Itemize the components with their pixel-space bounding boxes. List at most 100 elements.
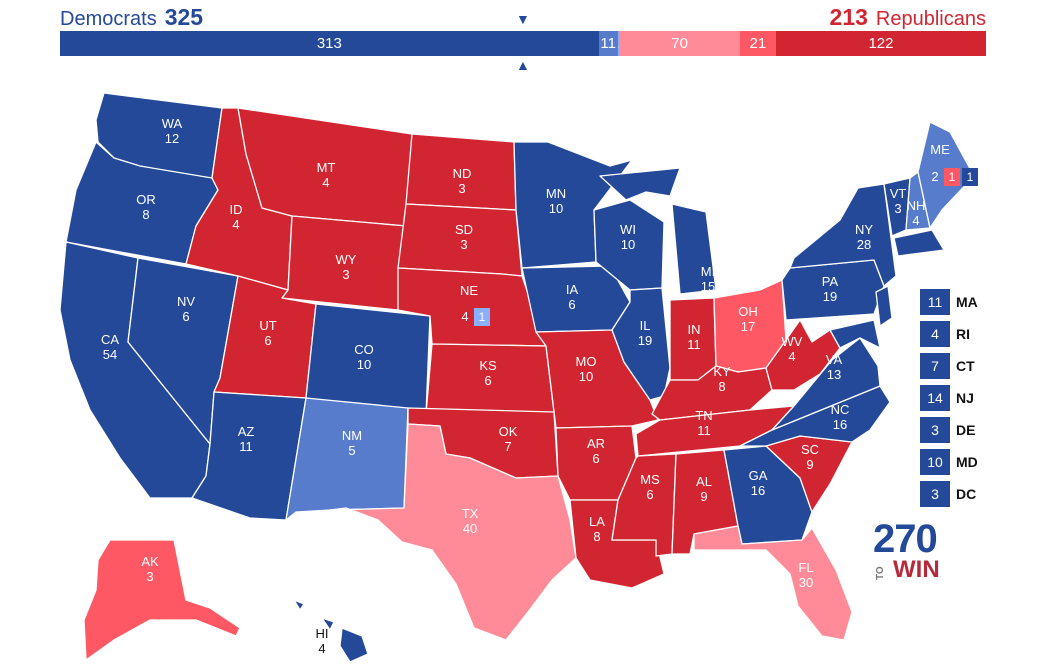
state-label-ne: NE	[460, 283, 478, 298]
state-votes: 9	[806, 457, 813, 472]
state-wy[interactable]	[281, 215, 407, 311]
state-label-ms: MS 6	[640, 472, 660, 502]
state-va[interactable]	[771, 337, 881, 431]
state-abbr: MT	[317, 160, 336, 175]
republicans-label: 213 Republicans	[830, 3, 986, 33]
bar-segment: 122	[775, 31, 986, 56]
state-ny[interactable]	[789, 183, 897, 287]
state-votes: 3	[146, 569, 153, 584]
state-votes: 10	[579, 369, 593, 384]
state-abbr: OH	[738, 304, 758, 319]
democrats-total: 325	[164, 4, 204, 30]
state-abbr: OK	[499, 424, 518, 439]
state-abbr: NV	[177, 294, 195, 309]
small-state-ma[interactable]: 11 MA	[920, 289, 978, 315]
state-label-tx: TX 40	[462, 506, 479, 536]
logo-win: WIN	[893, 556, 940, 583]
democrats-label: Democrats 325	[60, 3, 203, 33]
state-votes: 4	[322, 175, 329, 190]
ne-statewide-votes[interactable]: 4	[461, 309, 469, 324]
state-label-tn: TN 11	[695, 408, 712, 438]
democrats-name: Democrats	[60, 8, 157, 30]
me-cd1-votes[interactable]: 1	[962, 168, 978, 186]
small-state-votes: 3	[920, 417, 950, 443]
state-votes: 19	[638, 333, 652, 348]
state-votes: 12	[165, 131, 179, 146]
state-label-hi: HI 4	[316, 626, 329, 656]
state-label-ks: KS 6	[479, 358, 497, 388]
state-abbr: NC	[831, 402, 850, 417]
state-mi[interactable]	[599, 167, 717, 295]
state-label-nm: NM 5	[342, 428, 362, 458]
ne-cd2-votes[interactable]: 1	[474, 308, 490, 326]
state-nm[interactable]	[285, 397, 409, 521]
small-state-votes: 11	[920, 289, 950, 315]
state-il[interactable]	[611, 287, 671, 401]
state-abbr: LA	[589, 514, 605, 529]
small-state-ct[interactable]: 7 CT	[920, 353, 978, 379]
state-tx[interactable]	[329, 423, 577, 641]
small-state-md[interactable]: 10 MD	[920, 449, 978, 475]
state-abbr: CO	[354, 342, 374, 357]
small-state-de[interactable]: 3 DE	[920, 417, 978, 443]
state-votes: 7	[504, 439, 511, 454]
state-hi[interactable]	[293, 599, 369, 663]
state-votes: 6	[264, 333, 271, 348]
majority-marker-bottom: ▲	[516, 57, 530, 73]
state-abbr: OR	[136, 192, 156, 207]
state-votes: 5	[348, 443, 355, 458]
state-votes: 16	[833, 417, 847, 432]
small-state-ri[interactable]: 4 RI	[920, 321, 978, 347]
state-label-ca: CA 54	[101, 332, 119, 362]
state-abbr: KY	[713, 364, 731, 379]
logo-number: 270	[873, 517, 938, 561]
small-state-nj[interactable]: 14 NJ	[920, 385, 978, 411]
state-md-shape[interactable]	[829, 319, 881, 349]
state-label-nc: NC 16	[831, 402, 850, 432]
state-votes: 8	[142, 207, 149, 222]
state-label-pa: PA 19	[822, 274, 839, 304]
state-abbr: KS	[479, 358, 497, 373]
state-label-sd: SD 3	[455, 222, 473, 252]
state-nc[interactable]	[739, 385, 891, 447]
state-abbr: MO	[576, 354, 597, 369]
state-votes: 28	[857, 237, 871, 252]
republicans-name: Republicans	[875, 8, 986, 30]
state-label-ar: AR 6	[587, 436, 605, 466]
bar-segment: 70	[619, 31, 740, 56]
state-votes: 3	[894, 201, 901, 216]
small-state-abbr: MD	[956, 454, 978, 470]
state-votes: 6	[568, 297, 575, 312]
me-statewide-votes[interactable]: 2	[931, 169, 939, 184]
state-nj-shape[interactable]	[875, 285, 893, 327]
state-label-la: LA 8	[589, 514, 605, 544]
state-label-nd: ND 3	[453, 166, 472, 196]
state-votes: 3	[342, 267, 349, 282]
me-cd2-votes[interactable]: 1	[944, 168, 960, 186]
small-state-abbr: MA	[956, 294, 978, 310]
state-label-in: IN 11	[687, 322, 701, 352]
state-fl[interactable]	[693, 525, 853, 641]
state-votes: 15	[701, 279, 715, 294]
bar-segment: 21	[739, 31, 776, 56]
state-votes: 4	[912, 213, 919, 228]
state-votes: 4	[232, 217, 239, 232]
small-state-dc[interactable]: 3 DC	[920, 481, 978, 507]
state-votes: 11	[687, 337, 701, 352]
state-abbr: MI	[701, 264, 715, 279]
state-votes: 6	[592, 451, 599, 466]
electoral-bar: 3131117021122	[60, 31, 986, 56]
state-label-al: AL 9	[696, 474, 712, 504]
state-label-vt: VT 3	[890, 186, 907, 216]
state-ma-shape[interactable]	[893, 229, 945, 257]
state-label-id: ID 4	[230, 202, 243, 232]
state-votes: 6	[182, 309, 189, 324]
state-abbr: IA	[566, 282, 579, 297]
state-abbr: AL	[696, 474, 712, 489]
state-ak[interactable]	[83, 539, 241, 661]
state-label-ny: NY 28	[855, 222, 873, 252]
state-votes: 10	[621, 237, 635, 252]
small-state-abbr: NJ	[956, 390, 974, 406]
